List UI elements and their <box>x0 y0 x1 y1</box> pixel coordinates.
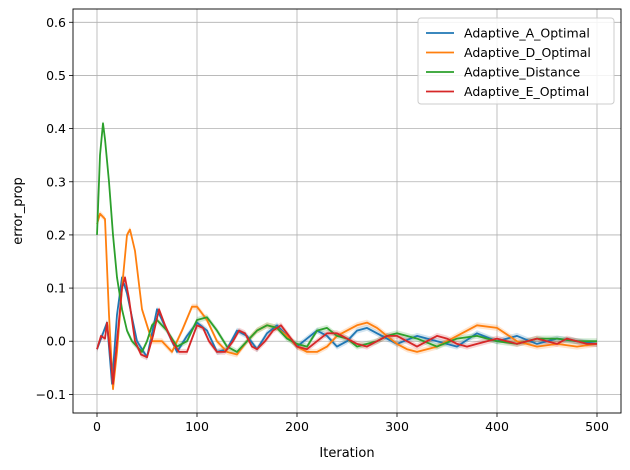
legend-label: Adaptive_A_Optimal <box>464 26 590 41</box>
y-tick-label: 0.4 <box>46 121 66 136</box>
y-tick-label: −0.1 <box>36 387 66 402</box>
x-axis-ticks: 0 100 200 300 400 500 <box>93 413 609 434</box>
y-axis-ticks: −0.1 0.0 0.1 0.2 0.3 0.4 0.5 0.6 <box>36 15 73 402</box>
y-tick-label: 0.1 <box>46 281 66 296</box>
y-tick-label: 0.5 <box>46 68 66 83</box>
series-line <box>96 276 598 385</box>
x-tick-label: 200 <box>285 419 309 434</box>
legend-label: Adaptive_D_Optimal <box>464 45 591 60</box>
series-lines <box>96 122 598 390</box>
x-tick-label: 500 <box>585 419 609 434</box>
x-tick-label: 100 <box>185 419 209 434</box>
y-tick-label: 0.2 <box>46 227 66 242</box>
legend: Adaptive_A_Optimal Adaptive_D_Optimal Adap… <box>417 17 615 105</box>
y-axis-label: error_prop <box>11 177 26 245</box>
x-tick-label: 300 <box>385 419 409 434</box>
legend-label: Adaptive_E_Optimal <box>464 84 589 99</box>
series-line <box>96 276 597 385</box>
x-tick-label: 0 <box>93 419 101 434</box>
legend-label: Adaptive_Distance <box>464 65 581 80</box>
y-tick-label: 0.0 <box>46 334 66 349</box>
plot-frame <box>72 8 622 414</box>
x-tick-label: 400 <box>485 419 509 434</box>
legend-box <box>417 17 615 105</box>
grid-lines <box>73 9 621 413</box>
y-tick-label: 0.3 <box>46 174 66 189</box>
y-tick-label: 0.6 <box>46 15 66 30</box>
series-line <box>96 122 597 353</box>
x-axis-label: Iteration <box>319 446 374 461</box>
